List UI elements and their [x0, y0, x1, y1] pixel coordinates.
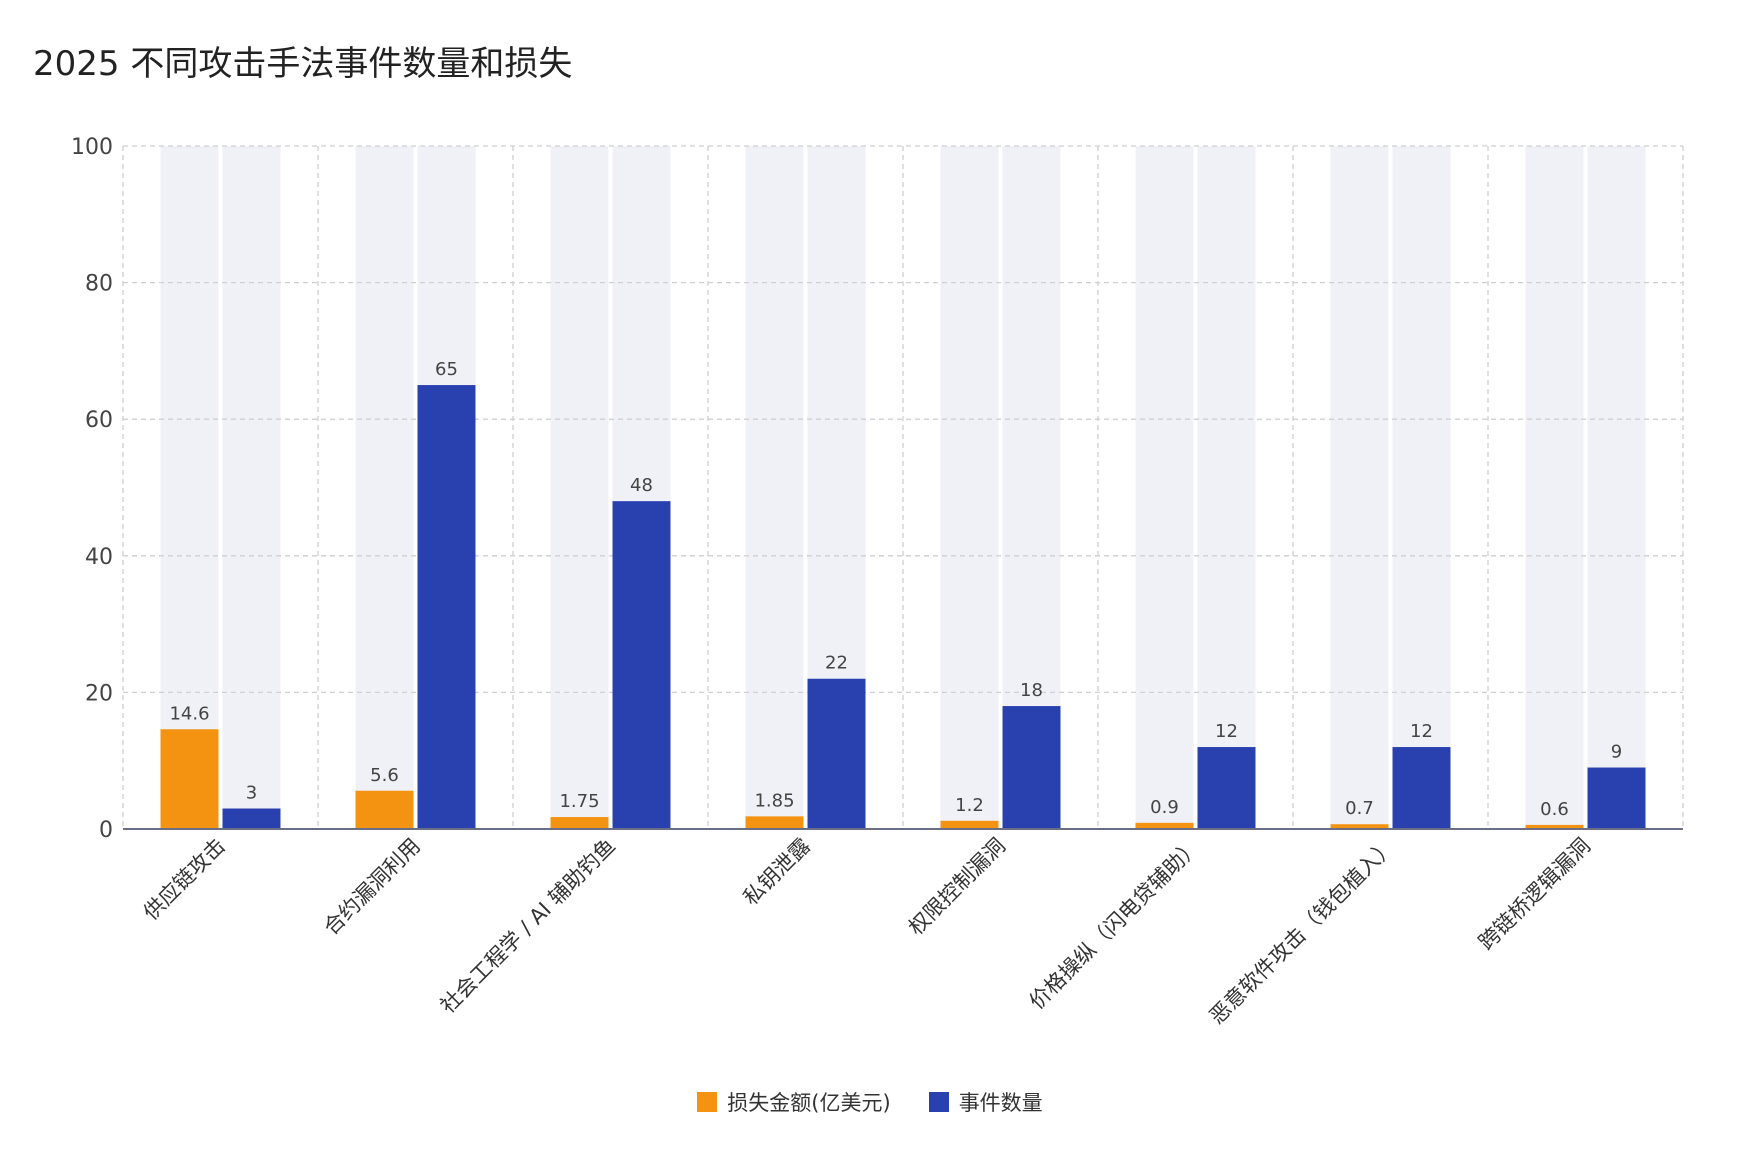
loss-bar [160, 729, 219, 829]
legend-swatch [697, 1092, 718, 1112]
x-tick-label: 恶意软件攻击（钱包植入） [1205, 834, 1400, 1029]
x-tick-label: 私钥泄露 [739, 834, 815, 910]
loss-data-label: 5.6 [370, 765, 399, 786]
y-tick-label: 100 [71, 135, 113, 160]
bar-background [1330, 146, 1389, 829]
loss-data-label: 0.9 [1150, 797, 1179, 818]
loss-bar [1525, 824, 1584, 829]
x-tick-label: 供应链攻击 [139, 834, 230, 925]
legend: 损失金额(亿美元) 事件数量 [0, 1085, 1740, 1119]
bar-background [1587, 146, 1646, 829]
count-data-label: 12 [1215, 721, 1238, 742]
legend-item[interactable]: 损失金额(亿美元) [697, 1087, 891, 1117]
count-data-label: 65 [435, 359, 458, 380]
loss-bar [355, 790, 414, 829]
loss-data-label: 1.2 [955, 795, 984, 816]
loss-data-label: 1.75 [559, 791, 599, 812]
bar-background [1525, 146, 1584, 829]
count-data-label: 3 [246, 783, 257, 804]
bar-background [550, 146, 609, 829]
x-tick-label: 权限控制漏洞 [904, 834, 1010, 940]
loss-bar [1330, 824, 1389, 829]
chart-title: 2025 不同攻击手法事件数量和损失 [33, 44, 573, 84]
count-data-label: 12 [1410, 721, 1433, 742]
x-tick-label: 价格操纵（闪电贷辅助） [1025, 834, 1205, 1014]
count-bar [1392, 747, 1451, 829]
y-tick-label: 40 [85, 545, 113, 570]
y-tick-label: 80 [85, 272, 113, 297]
loss-bar [550, 817, 609, 829]
count-data-label: 22 [825, 653, 848, 674]
bar-background [222, 146, 281, 829]
count-bar [1002, 706, 1061, 829]
legend-label: 损失金额(亿美元) [727, 1091, 891, 1115]
legend-item[interactable]: 事件数量 [928, 1087, 1043, 1117]
bar-background [1197, 146, 1256, 829]
count-bar [1197, 747, 1256, 829]
y-tick-label: 0 [99, 818, 113, 843]
count-bar [222, 808, 281, 829]
loss-bar [745, 816, 804, 829]
y-tick-label: 60 [85, 408, 113, 433]
bar-background [160, 146, 219, 829]
legend-label: 事件数量 [958, 1091, 1043, 1115]
x-tick-label: 跨链桥逻辑漏洞 [1474, 834, 1595, 955]
bar-background [940, 146, 999, 829]
count-bar [1587, 767, 1646, 829]
x-tick-label: 社会工程学 / AI 辅助钓鱼 [436, 834, 620, 1018]
x-tick-label: 合约漏洞利用 [319, 834, 425, 940]
bar-background [745, 146, 804, 829]
legend-swatch [928, 1092, 949, 1112]
loss-bar [940, 820, 999, 829]
count-bar [612, 501, 671, 829]
count-bar [417, 385, 476, 829]
bar-background [355, 146, 414, 829]
loss-data-label: 0.6 [1540, 799, 1569, 820]
bar-background [1392, 146, 1451, 829]
loss-data-label: 0.7 [1345, 798, 1374, 819]
count-bar [807, 678, 866, 829]
count-data-label: 18 [1020, 680, 1043, 701]
loss-bar [1135, 822, 1194, 829]
bar-background [1135, 146, 1194, 829]
loss-data-label: 14.6 [169, 703, 209, 724]
count-data-label: 9 [1611, 742, 1622, 763]
y-tick-label: 20 [85, 681, 113, 706]
loss-data-label: 1.85 [754, 790, 794, 811]
count-data-label: 48 [630, 475, 653, 496]
